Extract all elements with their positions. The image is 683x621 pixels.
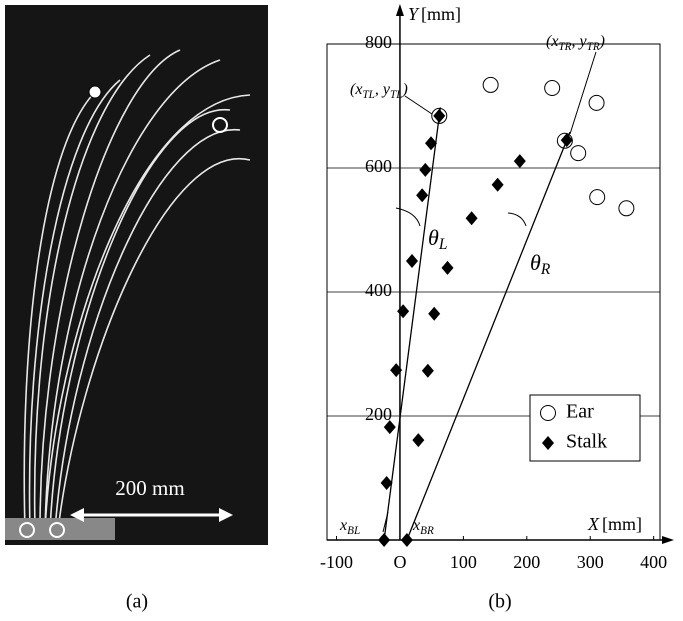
stalk-marker <box>441 260 454 275</box>
fit-line <box>383 107 442 541</box>
annotation: xBL <box>339 517 360 537</box>
annotation-text: x <box>339 517 347 534</box>
stalk-marker <box>491 177 504 192</box>
scale-label: 200 mm <box>115 476 184 500</box>
ear-marker <box>482 76 499 93</box>
annotation-subscript: TR <box>587 41 600 53</box>
y-tick-label: 800 <box>365 32 392 52</box>
x-tick-label: 200 <box>513 552 540 572</box>
y-tick-label: 600 <box>365 156 392 176</box>
stalk-marker <box>380 475 393 490</box>
stalk-marker <box>383 420 396 435</box>
annotation: θR <box>530 250 551 277</box>
stalk-marker <box>425 136 438 151</box>
annotation: (xTR, yTR) <box>546 33 605 53</box>
axis-label: Y [mm] <box>408 4 461 24</box>
annotation-subscript: TL <box>390 89 402 101</box>
annotation: θL <box>428 225 447 252</box>
stalk-marker <box>400 533 413 547</box>
x-tick-label: 100 <box>450 552 477 572</box>
stalk-marker <box>390 363 403 378</box>
stalk-marker <box>405 254 418 268</box>
annotation-subscript: TL <box>362 89 374 101</box>
stalk-marker <box>542 436 554 450</box>
ear-marker <box>588 94 605 111</box>
x-tick-label: -100 <box>320 552 353 572</box>
annotation-text: (x <box>546 33 558 50</box>
annotation-subscript: TR <box>558 41 571 53</box>
annotation-subscript: BL <box>347 525 360 537</box>
marker <box>88 85 102 99</box>
marker <box>212 117 228 133</box>
annotation-subscript: L <box>438 236 448 253</box>
annotation-subscript: R <box>540 261 551 278</box>
x-axis-arrow <box>662 536 674 544</box>
stalk-marker <box>378 533 391 547</box>
ear-marker <box>556 132 573 149</box>
annotation-text: (x <box>350 81 362 98</box>
axis-symbol: Y <box>408 4 420 24</box>
x-tick-label: 400 <box>640 552 667 572</box>
ear-marker <box>570 145 587 162</box>
stalk-marker <box>421 363 434 378</box>
legend-label: Ear <box>566 401 594 423</box>
annotation: xBR <box>412 517 434 537</box>
caption: (b) <box>488 591 511 613</box>
annotation-text: x <box>412 517 420 534</box>
marker <box>49 522 65 538</box>
fit-line <box>406 131 571 541</box>
axis-unit: [mm] <box>421 4 461 24</box>
annotation-text: θ <box>428 225 439 250</box>
marker <box>19 522 35 538</box>
x-tick-label: 300 <box>577 552 604 572</box>
axis-label: X [mm] <box>587 514 642 534</box>
angle-arc <box>395 207 527 227</box>
x-tick-label: O <box>393 552 406 572</box>
stalk-marker <box>397 304 410 319</box>
stalk-marker <box>560 133 573 148</box>
ear-marker <box>544 80 561 97</box>
legend-label: Stalk <box>566 431 607 453</box>
stalk-marker <box>465 211 478 226</box>
annotation-text: θ <box>530 250 541 275</box>
stalk-strands <box>23 49 251 531</box>
ear-marker <box>589 189 606 206</box>
stalk-marker <box>416 188 429 203</box>
stalk-marker <box>433 108 446 123</box>
annotation-text: ) <box>401 81 407 98</box>
ear-marker <box>618 200 635 217</box>
photo-background <box>5 5 268 545</box>
stalk-marker <box>513 154 526 169</box>
axis-unit: [mm] <box>602 514 642 534</box>
annotation-text: ) <box>599 33 605 50</box>
annotation-subscript: BR <box>420 525 434 537</box>
leader <box>382 51 597 533</box>
stalk-marker <box>419 162 432 177</box>
y-tick-label: 200 <box>365 404 392 424</box>
annotation-text: , y <box>572 33 588 50</box>
caption: (a) <box>126 591 148 613</box>
photo: 200 mm (a) <box>5 5 268 613</box>
ear-marker <box>540 405 556 421</box>
axis-symbol: X <box>587 514 600 534</box>
stalk-marker <box>412 433 425 448</box>
stalk-marker <box>428 306 441 321</box>
annotation: (xTL, yTL) <box>350 81 408 101</box>
annotation-text: , y <box>375 81 391 98</box>
y-axis-arrow <box>395 4 404 16</box>
ear-marker <box>431 107 448 124</box>
y-tick-label: 400 <box>365 280 392 300</box>
